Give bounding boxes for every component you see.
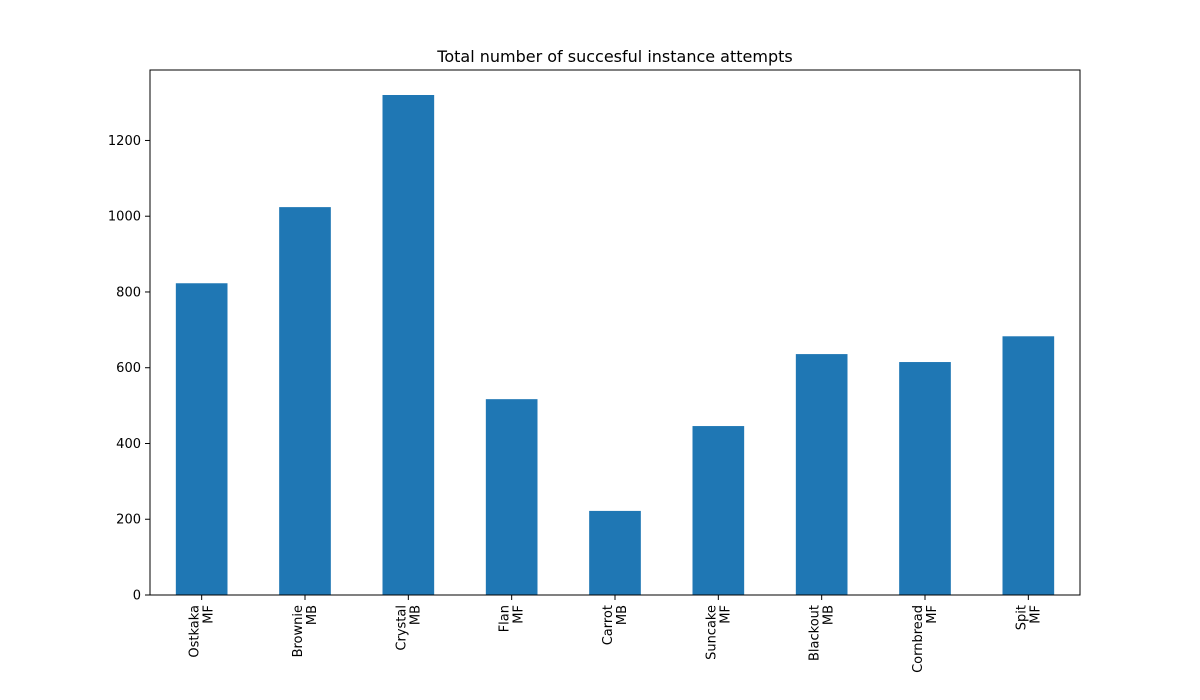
bar-ostkaka [175,283,228,595]
bar-flan [485,399,538,595]
y-axis: 0 200 400 600 800 1000 1200 [108,134,150,604]
bar-crystal [382,95,435,595]
bar-cornbread [899,362,951,595]
x-tick-label: BrownieMB [291,605,320,657]
bar-carrot [589,510,641,595]
chart-title: Total number of succesful instance attem… [436,47,792,66]
x-tick-label: BlackoutMB [808,605,837,661]
x-tick-label: CarrotMB [601,605,630,645]
y-tick-label: 800 [116,285,141,300]
x-tick-label: SuncakeMF [704,605,733,660]
x-tick-label: FlanMF [498,605,527,632]
bar-blackout [795,354,848,595]
y-tick-label: 600 [116,361,141,376]
x-tick-label: CrystalMB [394,605,423,651]
y-tick-label: 1200 [108,134,141,149]
y-tick-label: 0 [133,589,141,604]
y-tick-label: 1000 [108,210,141,225]
y-tick-label: 200 [116,513,141,528]
y-tick-label: 400 [116,437,141,452]
x-tick-label: OstkakaMF [188,605,217,658]
bars-group [175,95,1055,595]
bar-spit [1002,336,1055,595]
x-axis: OstkakaMF BrownieMB CrystalMB FlanMF CarrotM… [188,595,1043,673]
plot-frame [149,69,1081,596]
x-tick-label: SpitMF [1014,605,1043,630]
x-tick-label: CornbreadMF [911,605,940,673]
bar-suncake [692,426,745,595]
bar-brownie [279,207,331,595]
